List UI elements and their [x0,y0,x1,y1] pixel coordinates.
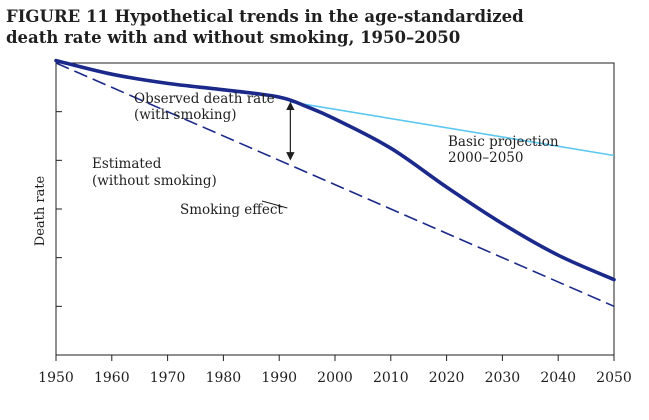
x-tick-label: 1990 [261,370,297,386]
annotation-projection-line-2: 2000–2050 [448,150,523,166]
annotation-observed-line-2: (with smoking) [134,107,237,123]
series-observed-line [54,58,616,282]
x-tick-label: 1950 [38,370,74,386]
figure-title-line-1: FIGURE 11 Hypothetical trends in the age… [6,7,524,26]
x-tick-label: 2010 [373,370,409,386]
x-tick-label: 1960 [94,370,130,386]
x-tick-label: 1980 [206,370,242,386]
annotation-observed-line-1: Observed death rate [134,91,275,107]
figure-title: FIGURE 11 Hypothetical trends in the age… [6,6,636,48]
smoking-effect-leader-line [261,200,288,209]
x-tick-label: 2000 [317,370,353,386]
annotation-estimated-line-2: (without smoking) [92,173,217,189]
x-tick-label: 2040 [540,370,576,386]
y-axis-label: Death rate [33,175,48,246]
series-estimated-line [55,62,615,308]
x-tick-label: 2050 [596,370,632,386]
x-tick-label: 2020 [429,370,465,386]
x-tick-label: 2030 [485,370,521,386]
annotation-smoking-effect: Smoking effect [180,202,283,218]
figure-title-line-2: death rate with and without smoking, 195… [6,28,461,47]
series-projection-line [290,101,615,157]
annotation-estimated-line-1: Estimated [92,156,162,172]
x-tick-label: 1970 [150,370,186,386]
annotation-projection-line-1: Basic projection [448,134,559,150]
